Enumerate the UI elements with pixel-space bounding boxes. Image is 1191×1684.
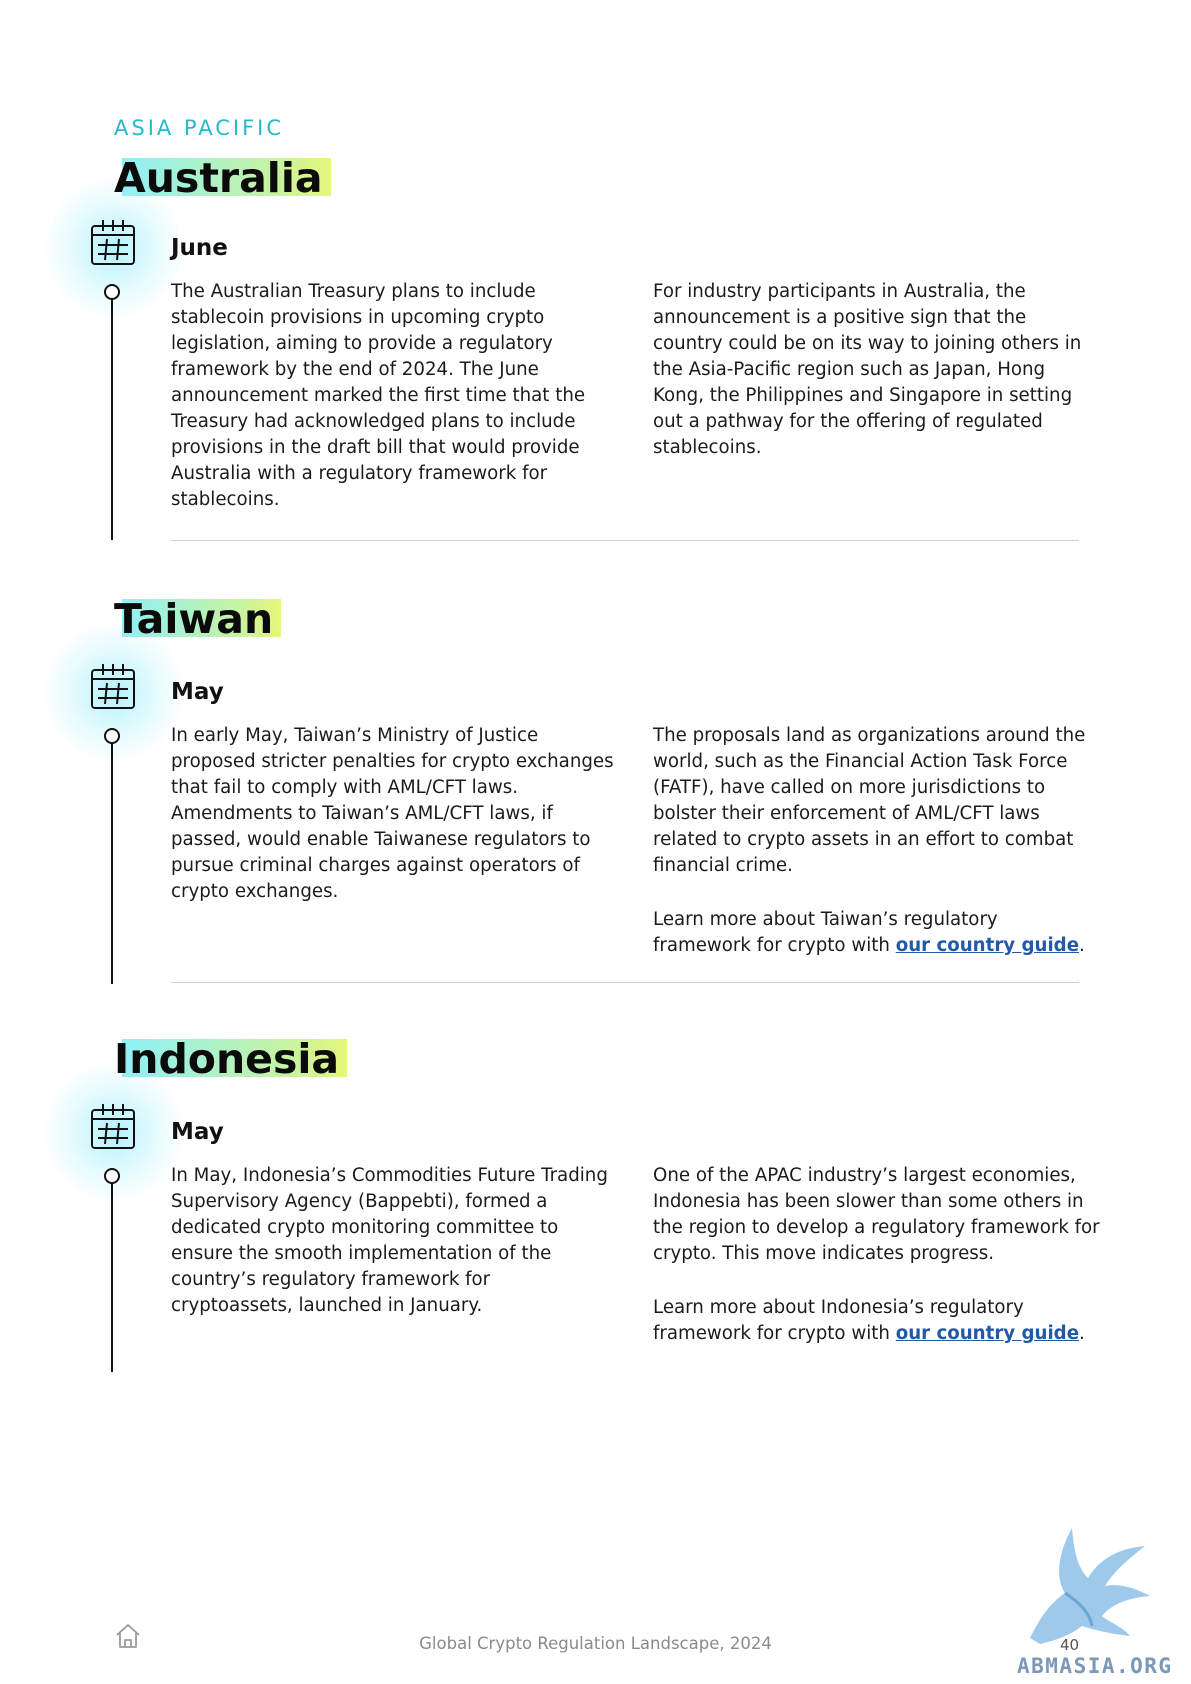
learn-more: Learn more about Indonesia’s regulatory … <box>653 1297 1085 1344</box>
timeline-dot <box>104 1168 120 1184</box>
calendar-icon <box>91 1104 135 1149</box>
home-icon[interactable] <box>114 1622 142 1650</box>
body-left: In May, Indonesia’s Commodities Future T… <box>171 1165 608 1316</box>
region-label: ASIA PACIFIC <box>114 116 285 140</box>
timeline-line <box>111 744 113 984</box>
timeline-dot <box>104 284 120 300</box>
watermark-text: ABMASIA.ORG <box>1017 1654 1173 1678</box>
month-heading: May <box>171 1119 224 1145</box>
body-left: The Australian Treasury plans to include… <box>171 281 586 510</box>
country-guide-link[interactable]: our country guide <box>895 1323 1080 1344</box>
section-divider <box>171 540 1079 541</box>
page-number: 40 <box>1060 1636 1080 1654</box>
calendar-icon <box>91 220 135 265</box>
month-heading: May <box>171 679 224 705</box>
country-title: Indonesia <box>114 1039 348 1080</box>
month-heading: June <box>171 235 228 261</box>
section-divider <box>171 982 1079 983</box>
calendar-icon <box>91 664 135 709</box>
body-right: One of the APAC industry’s largest econo… <box>653 1163 1101 1347</box>
learn-more: Learn more about Taiwan’s regulatory fra… <box>653 909 1085 956</box>
timeline-line <box>111 1184 113 1372</box>
country-title: Australia <box>114 158 331 199</box>
country-guide-link[interactable]: our country guide <box>895 935 1080 956</box>
body-right: The proposals land as organizations arou… <box>653 723 1101 959</box>
timeline-dot <box>104 728 120 744</box>
footer-title: Global Crypto Regulation Landscape, 2024 <box>419 1634 772 1653</box>
bird-logo-icon <box>1030 1528 1150 1644</box>
body-left: In early May, Taiwan’s Ministry of Justi… <box>171 725 614 902</box>
country-title: Taiwan <box>114 599 282 640</box>
body-right: For industry participants in Australia, … <box>653 281 1082 458</box>
timeline-line <box>111 300 113 540</box>
